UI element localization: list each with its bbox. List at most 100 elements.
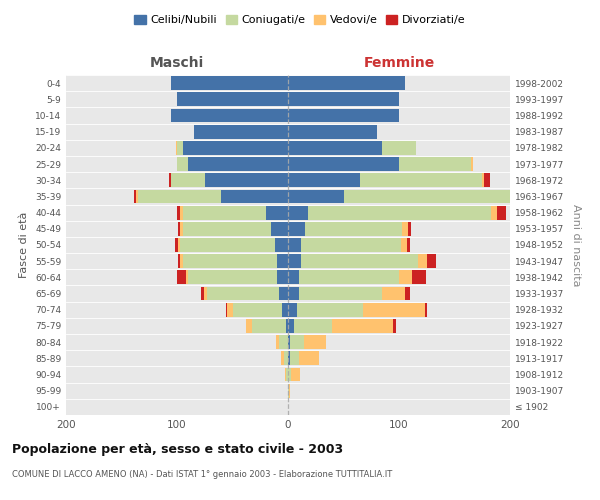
Bar [281, 352, 284, 365]
Bar [207, 286, 279, 300]
Bar [286, 368, 288, 382]
Bar [172, 76, 288, 90]
Bar [177, 92, 288, 106]
Bar [288, 384, 289, 398]
Bar [205, 174, 288, 187]
Bar [412, 270, 425, 284]
Bar [266, 206, 288, 220]
Bar [288, 303, 297, 316]
Bar [188, 270, 277, 284]
Bar [399, 270, 412, 284]
Bar [194, 125, 288, 138]
Bar [182, 141, 288, 154]
Text: Popolazione per età, sesso e stato civile - 2003: Popolazione per età, sesso e stato civil… [12, 442, 343, 456]
Bar [289, 384, 290, 398]
Y-axis label: Fasce di età: Fasce di età [19, 212, 29, 278]
Bar [523, 190, 526, 203]
Bar [299, 352, 319, 365]
Bar [288, 125, 377, 138]
Bar [293, 319, 332, 333]
Bar [169, 174, 172, 187]
Bar [401, 238, 407, 252]
Bar [271, 222, 288, 235]
Bar [491, 206, 497, 220]
Bar [288, 286, 299, 300]
Bar [292, 368, 300, 382]
Bar [181, 238, 275, 252]
Bar [288, 206, 308, 220]
Bar [288, 336, 290, 349]
Bar [253, 319, 286, 333]
Bar [382, 286, 404, 300]
Bar [283, 303, 288, 316]
Bar [404, 286, 410, 300]
Bar [521, 190, 523, 203]
Bar [279, 336, 288, 349]
Text: Femmine: Femmine [364, 56, 434, 70]
Bar [227, 303, 233, 316]
Bar [305, 222, 403, 235]
Bar [288, 238, 301, 252]
Bar [382, 141, 416, 154]
Bar [221, 190, 288, 203]
Bar [288, 141, 382, 154]
Bar [288, 254, 301, 268]
Bar [407, 238, 410, 252]
Bar [203, 286, 207, 300]
Bar [182, 222, 271, 235]
Bar [418, 254, 427, 268]
Bar [288, 108, 399, 122]
Bar [403, 222, 408, 235]
Bar [172, 108, 288, 122]
Bar [186, 270, 188, 284]
Legend: Celibi/Nubili, Coniugati/e, Vedovi/e, Divorziati/e: Celibi/Nubili, Coniugati/e, Vedovi/e, Di… [130, 10, 470, 30]
Bar [288, 270, 299, 284]
Bar [308, 206, 491, 220]
Bar [134, 190, 136, 203]
Bar [275, 238, 288, 252]
Bar [172, 174, 205, 187]
Bar [299, 286, 382, 300]
Bar [176, 141, 177, 154]
Bar [299, 270, 399, 284]
Bar [497, 206, 506, 220]
Bar [178, 254, 181, 268]
Bar [288, 368, 292, 382]
Bar [482, 174, 484, 187]
Text: COMUNE DI LACCO AMENO (NA) - Dati ISTAT 1° gennaio 2003 - Elaborazione TUTTITALI: COMUNE DI LACCO AMENO (NA) - Dati ISTAT … [12, 470, 392, 479]
Bar [182, 254, 277, 268]
Bar [301, 238, 401, 252]
Bar [425, 303, 427, 316]
Bar [301, 254, 418, 268]
Bar [290, 352, 299, 365]
Bar [288, 76, 404, 90]
Bar [177, 157, 188, 171]
Bar [181, 254, 182, 268]
Bar [288, 190, 343, 203]
Bar [399, 157, 471, 171]
Bar [226, 303, 227, 316]
Bar [343, 190, 521, 203]
Bar [364, 303, 425, 316]
Bar [178, 238, 181, 252]
Bar [177, 206, 181, 220]
Bar [408, 222, 411, 235]
Bar [276, 336, 279, 349]
Bar [360, 174, 482, 187]
Y-axis label: Anni di nascita: Anni di nascita [571, 204, 581, 286]
Bar [177, 270, 186, 284]
Bar [277, 254, 288, 268]
Bar [138, 190, 221, 203]
Bar [288, 92, 399, 106]
Bar [288, 222, 305, 235]
Bar [304, 336, 326, 349]
Bar [277, 270, 288, 284]
Bar [284, 352, 288, 365]
Bar [484, 174, 490, 187]
Bar [178, 222, 181, 235]
Bar [202, 286, 203, 300]
Bar [246, 319, 253, 333]
Bar [181, 206, 182, 220]
Bar [181, 222, 182, 235]
Bar [394, 319, 395, 333]
